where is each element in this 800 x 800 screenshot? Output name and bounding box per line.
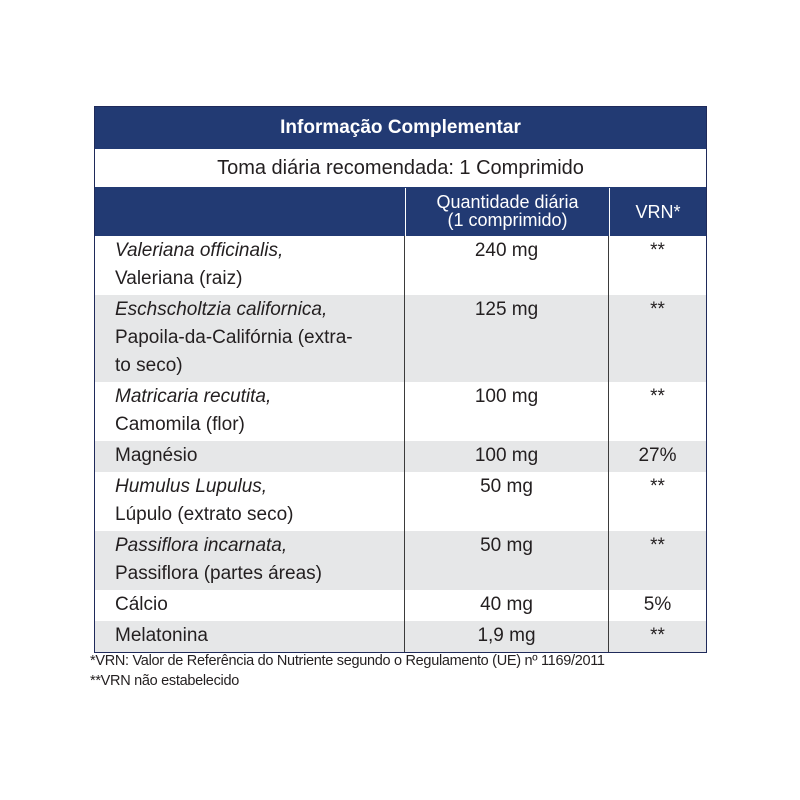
header-ingredient <box>95 188 406 236</box>
vrn-cell: ** <box>650 299 665 320</box>
table-title: Informação Complementar <box>95 107 706 149</box>
footnote-vrn-definition: *VRN: Valor de Referência do Nutriente s… <box>90 653 605 669</box>
ingredient-latin-name: Matricaria recutita, <box>115 386 272 407</box>
footnotes: *VRN: Valor de Referência do Nutriente s… <box>90 651 605 691</box>
ingredient-common-name: Papoila-da-Califórnia (extra- <box>115 327 353 348</box>
vrn-cell: ** <box>650 386 665 407</box>
table-row: Melatonina 1,9 mg ** <box>95 621 706 652</box>
ingredient-common-name: Passiflora (partes áreas) <box>115 563 322 584</box>
ingredient-common-name: Valeriana (raiz) <box>115 268 243 289</box>
quantity-cell: 50 mg <box>405 531 609 590</box>
ingredient-cell: Cálcio <box>95 590 405 621</box>
vrn-cell: ** <box>650 535 665 556</box>
ingredient-latin-name: Humulus Lupulus, <box>115 476 268 497</box>
ingredient-cell: Melatonina <box>95 621 405 652</box>
vrn-cell: 27% <box>638 445 677 466</box>
table-row: Matricaria recutita, Camomila (flor) 100… <box>95 382 706 441</box>
table-header-row: Quantidade diária (1 comprimido) VRN* <box>95 188 706 236</box>
ingredient-latin-name: Passiflora incarnata, <box>115 535 288 556</box>
ingredient-common-name: Lúpulo (extrato seco) <box>115 504 294 525</box>
table-row: Cálcio 40 mg 5% <box>95 590 706 621</box>
header-vrn: VRN* <box>635 201 681 222</box>
ingredient-latin-name: Valeriana officinalis, <box>115 240 284 261</box>
ingredient-cell: Passiflora incarnata, Passiflora (partes… <box>95 531 405 590</box>
quantity-cell: 40 mg <box>405 590 609 621</box>
ingredient-common-name: Camomila (flor) <box>115 414 245 435</box>
vrn-cell: ** <box>650 240 665 261</box>
table-row: Valeriana officinalis, Valeriana (raiz) … <box>95 236 706 295</box>
vrn-cell: ** <box>650 625 665 646</box>
quantity-cell: 100 mg <box>405 441 609 472</box>
ingredient-cell: Magnésio <box>95 441 405 472</box>
daily-dose: Toma diária recomendada: 1 Comprimido <box>95 149 706 188</box>
table-row: Passiflora incarnata, Passiflora (partes… <box>95 531 706 590</box>
ingredient-cell: Humulus Lupulus, Lúpulo (extrato seco) <box>95 472 405 531</box>
table-row: Magnésio 100 mg 27% <box>95 441 706 472</box>
quantity-cell: 50 mg <box>405 472 609 531</box>
ingredient-cell: Matricaria recutita, Camomila (flor) <box>95 382 405 441</box>
ingredient-cell: Eschscholtzia californica, Papoila-da-Ca… <box>95 295 405 382</box>
nutrition-table: Informação Complementar Toma diária reco… <box>94 106 707 653</box>
table-row: Eschscholtzia californica, Papoila-da-Ca… <box>95 295 706 382</box>
footnote-vrn-not-established: **VRN não estabelecido <box>90 673 239 689</box>
header-quantity-line1: Quantidade diária <box>436 192 579 212</box>
quantity-cell: 100 mg <box>405 382 609 441</box>
ingredient-latin-name: Eschscholtzia californica, <box>115 299 328 320</box>
ingredient-common-name-cont: to seco) <box>115 355 183 376</box>
quantity-cell: 125 mg <box>405 295 609 382</box>
quantity-cell: 1,9 mg <box>405 621 609 652</box>
ingredient-cell: Valeriana officinalis, Valeriana (raiz) <box>95 236 405 295</box>
header-quantity-line2: (1 comprimido) <box>447 210 568 230</box>
vrn-cell: 5% <box>643 594 672 615</box>
vrn-cell: ** <box>650 476 665 497</box>
quantity-cell: 240 mg <box>405 236 609 295</box>
table-row: Humulus Lupulus, Lúpulo (extrato seco) 5… <box>95 472 706 531</box>
header-quantity: Quantidade diária (1 comprimido) <box>406 188 610 236</box>
